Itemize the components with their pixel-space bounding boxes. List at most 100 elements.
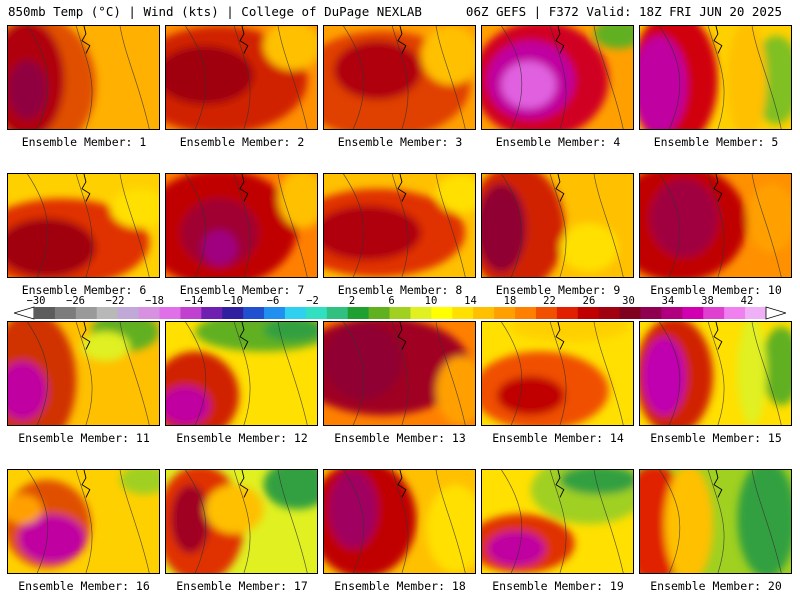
temperature-field xyxy=(482,322,633,425)
colorbar-right-arrow xyxy=(765,306,786,320)
temperature-field xyxy=(324,26,475,129)
colorbar-segment xyxy=(431,307,453,319)
temperature-field xyxy=(482,26,633,129)
ensemble-member-map xyxy=(481,173,634,278)
coastline xyxy=(713,174,723,202)
coastline xyxy=(81,26,91,54)
coastline xyxy=(81,174,91,202)
colorbar-tick-label: −14 xyxy=(184,295,204,307)
colorbar-tick-label: −22 xyxy=(105,295,125,307)
temperature-field xyxy=(640,322,791,425)
colorbar-segment xyxy=(473,307,495,319)
colorbar-segment xyxy=(180,307,202,319)
coastline xyxy=(397,26,407,54)
ensemble-member-label: Ensemble Member: 15 xyxy=(650,431,782,445)
temperature-field xyxy=(166,26,317,129)
coastline xyxy=(397,470,407,498)
ensemble-member-map xyxy=(165,25,318,130)
colorbar-tick-label: −2 xyxy=(306,295,319,307)
ensemble-member-label: Ensemble Member: 6 xyxy=(21,283,147,297)
ensemble-member-label: Ensemble Member: 16 xyxy=(18,579,150,593)
temperature-field xyxy=(482,174,633,277)
map-title: 850mb Temp (°C) | Wind (kts) | College o… xyxy=(8,4,422,19)
run-valid-time: 06Z GEFS | F372 Valid: 18Z FRI JUN 20 20… xyxy=(465,4,782,19)
height-contours xyxy=(501,322,624,425)
ensemble-member-map xyxy=(481,321,634,426)
coastline xyxy=(713,470,723,498)
colorbar-segment xyxy=(640,307,662,319)
colorbar-tick-label: −26 xyxy=(66,295,85,307)
height-contours xyxy=(659,470,782,573)
colorbar-tick-label: 10 xyxy=(424,295,438,307)
colorbar-tick-label: 6 xyxy=(388,295,395,307)
temperature-field xyxy=(8,26,159,129)
coastline xyxy=(81,470,91,498)
colorbar-segment xyxy=(703,307,725,319)
colorbar-segment xyxy=(494,307,516,319)
coastline xyxy=(555,26,565,54)
ensemble-member-map xyxy=(639,321,792,426)
height-contours xyxy=(27,470,150,573)
coastline xyxy=(713,322,723,350)
temperature-field xyxy=(8,174,159,277)
colorbar-segment xyxy=(117,307,139,319)
colorbar-tick-label: 34 xyxy=(661,295,675,307)
colorbar-tick-label: 14 xyxy=(464,295,477,307)
ensemble-member-label: Ensemble Member: 2 xyxy=(179,135,305,149)
temperature-field xyxy=(324,174,475,277)
ensemble-member-label: Ensemble Member: 1 xyxy=(21,135,147,149)
height-contours xyxy=(185,26,308,129)
coastline xyxy=(81,322,91,350)
ensemble-member-map xyxy=(165,321,318,426)
height-contours xyxy=(343,470,466,573)
colorbar-segment xyxy=(577,307,600,319)
ensemble-member-label: Ensemble Member: 18 xyxy=(334,579,466,593)
ensemble-member-label: Ensemble Member: 7 xyxy=(179,283,305,297)
height-contours xyxy=(659,174,782,277)
ensemble-member-label: Ensemble Member: 4 xyxy=(495,135,621,149)
ensemble-member-label: Ensemble Member: 19 xyxy=(492,579,624,593)
colorbar-segment xyxy=(410,307,432,319)
colorbar-segment xyxy=(54,307,77,319)
colorbar-segment xyxy=(515,307,537,319)
ensemble-member-label: Ensemble Member: 8 xyxy=(337,283,463,297)
coastline xyxy=(397,174,407,202)
colorbar-segment xyxy=(556,307,579,319)
colorbar-tick-label: 30 xyxy=(622,295,635,307)
colorbar-segment xyxy=(243,307,265,319)
colorbar-segment xyxy=(326,307,349,319)
height-contours xyxy=(27,174,150,277)
coastline xyxy=(239,174,249,202)
height-contours xyxy=(185,322,308,425)
temperature-colorbar xyxy=(14,306,786,320)
ensemble-member-label: Ensemble Member: 10 xyxy=(650,283,782,297)
colorbar-tick-label: 18 xyxy=(503,295,517,307)
ensemble-member-label: Ensemble Member: 12 xyxy=(176,431,308,445)
colorbar-tick-label: −10 xyxy=(224,295,243,307)
colorbar-segment xyxy=(34,307,56,319)
colorbar-segment xyxy=(619,307,641,319)
temperature-field xyxy=(324,470,475,573)
ensemble-member-label: Ensemble Member: 13 xyxy=(334,431,466,445)
coastline xyxy=(555,174,565,202)
height-contours xyxy=(659,322,782,425)
temperature-field xyxy=(482,470,633,573)
coastline xyxy=(239,26,249,54)
colorbar-tick-label: 38 xyxy=(701,295,714,307)
height-contours xyxy=(185,174,308,277)
temperature-field xyxy=(640,174,791,277)
temperature-field xyxy=(166,322,317,425)
height-contours xyxy=(343,26,466,129)
temperature-field xyxy=(8,470,159,573)
ensemble-member-map xyxy=(639,25,792,130)
height-contours xyxy=(27,26,150,129)
temperature-field xyxy=(8,322,159,425)
colorbar-tick-label: 2 xyxy=(348,295,356,307)
colorbar-tick-label: 22 xyxy=(543,295,556,307)
height-contours xyxy=(501,26,624,129)
ensemble-member-label: Ensemble Member: 3 xyxy=(337,135,463,149)
colorbar-segment xyxy=(661,307,683,319)
ensemble-member-map xyxy=(7,25,160,130)
height-contours xyxy=(185,470,308,573)
ensemble-member-map xyxy=(7,321,160,426)
